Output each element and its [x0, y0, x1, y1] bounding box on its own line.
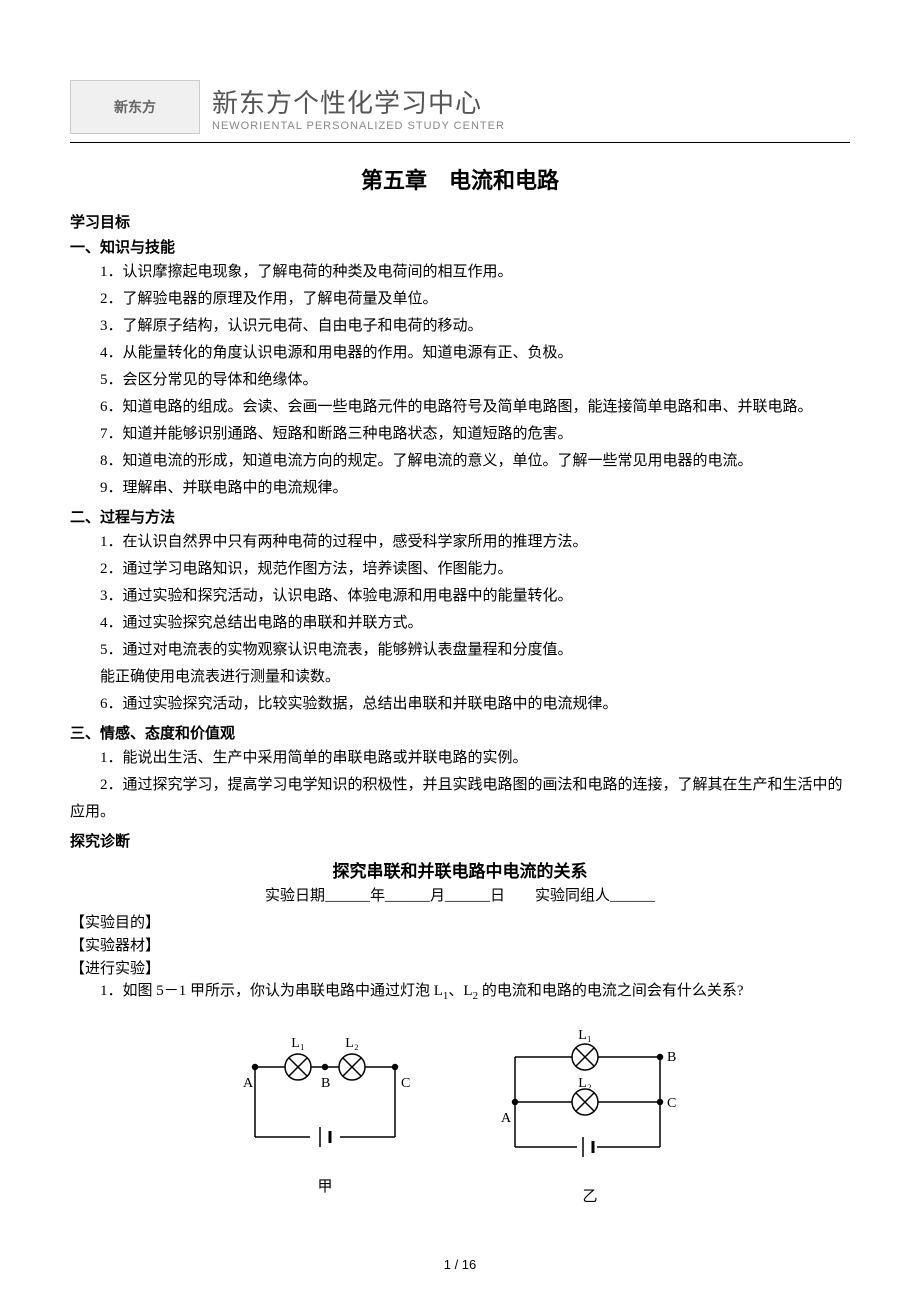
- label-day: 日: [490, 888, 505, 904]
- logo: 新东方: [70, 80, 200, 134]
- parallel-diagram: L₁ L₂ A B C 乙: [485, 1027, 695, 1206]
- page-header: 新东方 新东方个性化学习中心 NEWORIENTAL PERSONALIZED …: [70, 80, 850, 143]
- list-item: 3．通过实验和探究活动，认识电路、体验电源和用电器中的能量转化。: [70, 583, 850, 610]
- series-label: 甲: [317, 1175, 332, 1196]
- list-item: 9．理解串、并联电路中的电流规律。: [70, 475, 850, 502]
- header-en: NEWORIENTAL PERSONALIZED STUDY CENTER: [212, 120, 505, 132]
- logo-text: 新东方: [114, 97, 156, 117]
- label-Bp: B: [667, 1050, 676, 1065]
- list-item: 5．通过对电流表的实物观察认识电流表，能够辨认表盘量程和分度值。: [70, 637, 850, 664]
- label-L2p: L₂: [578, 1076, 592, 1091]
- list-item: 7．知道并能够识别通路、短路和断路三种电路状态，知道短路的危害。: [70, 421, 850, 448]
- q1-mid: 、L: [448, 983, 472, 999]
- list-item: 3．了解原子结构，认识元电荷、自由电子和电荷的移动。: [70, 313, 850, 340]
- label-L1p: L₁: [578, 1028, 591, 1043]
- date-line: 实验日期______年______月______日 实验同组人______: [70, 884, 850, 905]
- list-item: 2．通过学习电路知识，规范作图方法，培养读图、作图能力。: [70, 556, 850, 583]
- list-item: 1．认识摩擦起电现象，了解电荷的种类及电荷间的相互作用。: [70, 259, 850, 286]
- date-prefix: 实验日期: [265, 888, 325, 904]
- page-footer: 1 / 16: [0, 1257, 920, 1272]
- list-item: 能正确使用电流表进行测量和读数。: [70, 664, 850, 691]
- list-item: 2．通过探究学习，提高学习电学知识的积极性，并且实践电路图的画法和电路的连接，了…: [70, 772, 850, 826]
- list-item: 2．了解验电器的原理及作用，了解电荷量及单位。: [70, 286, 850, 313]
- experiment-title: 探究串联和并联电路中电流的关系: [70, 857, 850, 882]
- label-B: B: [321, 1076, 330, 1091]
- q1-pre: 1．如图 5－1 甲所示，你认为串联电路中通过灯泡 L: [100, 983, 443, 999]
- list-item: 5．会区分常见的导体和绝缘体。: [70, 367, 850, 394]
- exp-procedure: 【进行实验】: [70, 957, 850, 978]
- label-year: 年: [370, 888, 385, 904]
- list-item: 6．知道电路的组成。会读、会画一些电路元件的电路符号及简单电路图，能连接简单电路…: [70, 394, 850, 421]
- exp-purpose: 【实验目的】: [70, 911, 850, 932]
- list-item: 4．通过实验探究总结出电路的串联和并联方式。: [70, 610, 850, 637]
- diagnosis-heading: 探究诊断: [70, 830, 850, 851]
- exp-equipment: 【实验器材】: [70, 934, 850, 955]
- list-item: 6．通过实验探究活动，比较实验数据，总结出串联和并联电路中的电流规律。: [70, 691, 850, 718]
- label-Ap: A: [501, 1111, 512, 1126]
- label-C: C: [401, 1076, 410, 1091]
- section2-heading: 二、过程与方法: [70, 506, 850, 527]
- label-partner: 实验同组人: [535, 888, 610, 904]
- q1-post: 的电流和电路的电流之间会有什么关系?: [478, 983, 743, 999]
- label-L2: L₂: [345, 1036, 359, 1051]
- goals-heading: 学习目标: [70, 211, 850, 232]
- label-month: 月: [430, 888, 445, 904]
- list-item: 1．能说出生活、生产中采用简单的串联电路或并联电路的实例。: [70, 745, 850, 772]
- parallel-circuit-svg: L₁ L₂ A B C: [485, 1027, 695, 1177]
- series-circuit-svg: L₁ L₂ A B C: [225, 1027, 425, 1167]
- section1-heading: 一、知识与技能: [70, 236, 850, 257]
- label-A: A: [243, 1076, 254, 1091]
- header-cn: 新东方个性化学习中心: [212, 83, 505, 120]
- exp-question-1: 1．如图 5－1 甲所示，你认为串联电路中通过灯泡 L1、L2 的电流和电路的电…: [100, 978, 850, 1007]
- header-text-block: 新东方个性化学习中心 NEWORIENTAL PERSONALIZED STUD…: [212, 83, 505, 132]
- list-item: 4．从能量转化的角度认识电源和用电器的作用。知道电源有正、负极。: [70, 340, 850, 367]
- parallel-label: 乙: [582, 1185, 597, 1206]
- list-item: 8．知道电流的形成，知道电流方向的规定。了解电流的意义，单位。了解一些常见用电器…: [70, 448, 850, 475]
- section3-heading: 三、情感、态度和价值观: [70, 722, 850, 743]
- list-item: 1．在认识自然界中只有两种电荷的过程中，感受科学家所用的推理方法。: [70, 529, 850, 556]
- series-diagram: L₁ L₂ A B C 甲: [225, 1027, 425, 1206]
- label-Cp: C: [667, 1096, 676, 1111]
- chapter-title: 第五章 电流和电路: [70, 163, 850, 195]
- diagram-container: L₁ L₂ A B C 甲: [70, 1027, 850, 1206]
- label-L1: L₁: [291, 1036, 304, 1051]
